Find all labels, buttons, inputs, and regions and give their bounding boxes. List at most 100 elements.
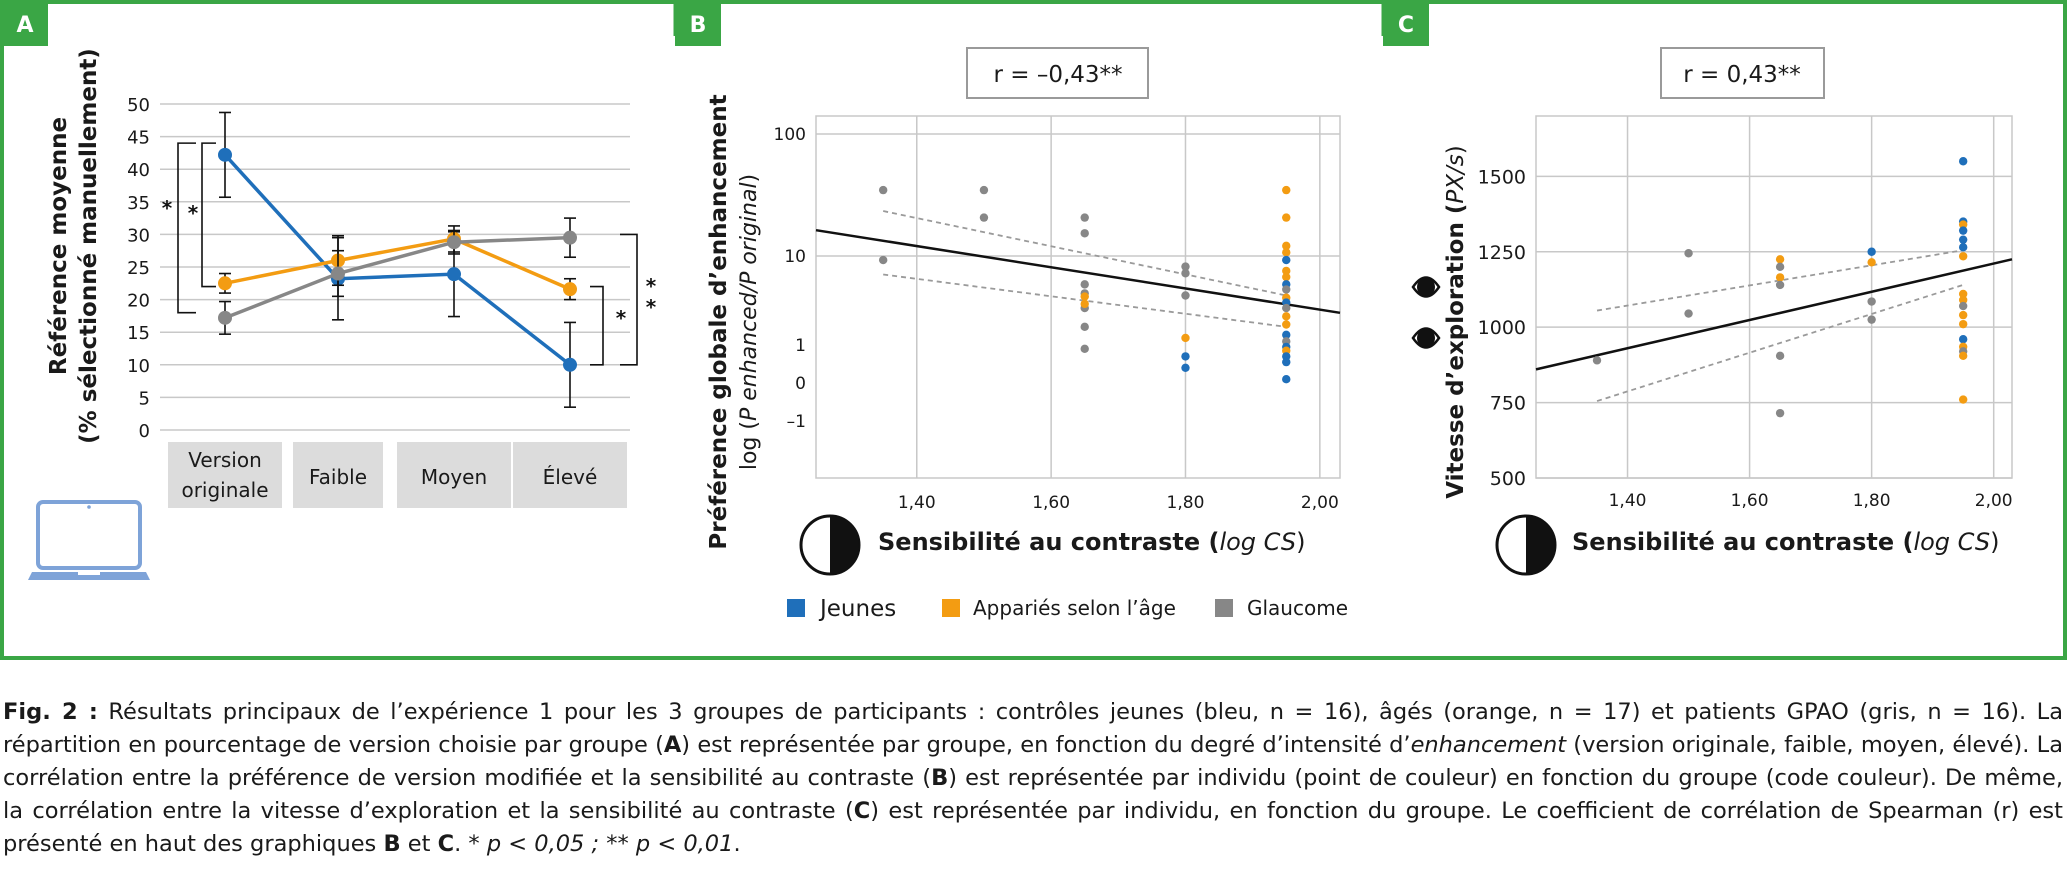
y-tick-label: 50: [127, 95, 150, 116]
point-apparies-selon-l-age: [1958, 295, 1968, 305]
laptop-icon: [28, 500, 150, 580]
legend-label-glaucome: Glaucome: [1247, 596, 1348, 620]
panel-c-gridlines: [1535, 115, 2013, 479]
category-box-moyen: [397, 442, 511, 508]
point-glaucome: [1080, 344, 1089, 353]
panel-b-points: [878, 185, 1291, 384]
caption-text-5: ) est représentée par individu, en fonct…: [3, 798, 2063, 857]
point-glaucome: [1282, 303, 1291, 313]
caption-ref-c2: C: [437, 831, 455, 857]
point-apparies-selon-l-age: [1282, 213, 1291, 222]
category-label-version-originale: Version: [188, 448, 262, 472]
y-tick-label: 0: [139, 421, 150, 442]
plot-area-border: [815, 115, 1341, 479]
caption-end: .: [733, 831, 741, 857]
x-tick-label: 1,40: [898, 493, 936, 513]
point-apparies-selon-l-age: [1958, 351, 1968, 361]
point-glaucome: [1080, 213, 1089, 222]
significance-star: *: [646, 274, 657, 298]
panel-b-r-box: [966, 47, 1149, 99]
data-point: [563, 230, 577, 245]
y-tick-label: 1000: [1478, 317, 1526, 339]
point-apparies-selon-l-age: [1958, 310, 1968, 320]
point-glaucome: [878, 185, 888, 195]
plot-area-border: [1535, 115, 2013, 479]
point-jeunes: [1958, 235, 1968, 244]
point-glaucome: [1775, 351, 1785, 361]
data-point: [447, 267, 461, 282]
point-jeunes: [1282, 375, 1291, 384]
y-tick-label: 1: [795, 336, 806, 356]
figure-caption: Fig. 2 : Résultats principaux de l’expér…: [3, 696, 2063, 861]
panel-a-ylabel-line1: Référence moyenne: [46, 117, 72, 375]
panel-c-points: [1592, 157, 1968, 418]
point-apparies-selon-l-age: [1958, 252, 1968, 261]
point-apparies-selon-l-age: [1080, 299, 1089, 309]
legend-swatch-jeunes: [787, 599, 805, 617]
eye-icon: [1411, 276, 1441, 349]
y-tick-label: 1250: [1478, 242, 1526, 264]
confidence-band-lower: [1596, 284, 1964, 402]
y-tick-label: 30: [127, 225, 150, 246]
caption-fig-label: Fig. 2 :: [3, 699, 98, 725]
panel-b-fit-lines: [815, 210, 1341, 328]
point-glaucome: [1958, 301, 1968, 311]
category-label-moyen: Moyen: [421, 465, 487, 489]
x-tick-label: 2,00: [1975, 491, 2013, 511]
data-point: [218, 310, 232, 325]
point-jeunes: [1282, 357, 1291, 367]
point-apparies-selon-l-age: [1867, 258, 1876, 267]
category-box-version-originale: [168, 442, 282, 508]
point-apparies-selon-l-age: [1958, 319, 1968, 329]
point-apparies-selon-l-age: [1775, 255, 1785, 264]
y-tick-label: 500: [1490, 468, 1526, 490]
y-tick-label: 25: [127, 258, 150, 279]
point-glaucome: [1181, 291, 1190, 300]
panel-a-label: A: [16, 13, 33, 38]
confidence-band-upper: [882, 210, 1287, 297]
significance-bracket: [177, 142, 196, 314]
point-jeunes: [1282, 255, 1291, 265]
caption-ref-c: C: [853, 798, 871, 824]
category-label-eleve: Élevé: [543, 465, 598, 489]
y-tick-label: 40: [127, 160, 150, 181]
panel-a-significance: * ****: [162, 142, 657, 366]
caption-ref-b: B: [931, 765, 949, 791]
panel-a-gridlines: [160, 103, 630, 431]
data-point: [563, 357, 577, 372]
point-apparies-selon-l-age: [1282, 241, 1291, 251]
data-point: [563, 282, 577, 297]
panel-b-gridlines: [815, 115, 1341, 479]
panel-a-category-boxes: Version originale Faible Moyen Élevé: [168, 442, 627, 508]
point-glaucome: [878, 255, 888, 265]
half-circle-contrast-icon: [1495, 514, 1557, 576]
series-apparies-line: [224, 237, 571, 291]
category-label-faible: Faible: [309, 465, 367, 489]
legend-label-apparies: Appariés selon l’âge: [973, 596, 1176, 620]
x-tick-label: 1,80: [1853, 491, 1891, 511]
significance-star: *: [162, 196, 173, 220]
point-glaucome: [1867, 297, 1876, 306]
significance-star: *: [616, 306, 627, 330]
y-tick-label: 15: [127, 323, 150, 344]
point-apparies-selon-l-age: [1181, 333, 1190, 343]
point-apparies-selon-l-age: [1282, 185, 1291, 195]
point-apparies-selon-l-age: [1282, 312, 1291, 321]
caption-pvalues: p < 0,05 ; ** p < 0,01: [486, 831, 734, 857]
point-apparies-selon-l-age: [1958, 395, 1968, 404]
significance-star: *: [646, 295, 657, 319]
point-glaucome: [1080, 280, 1089, 289]
x-tick-label: 1,40: [1609, 491, 1647, 511]
panel-b-r-annotation: r = –0,43**: [993, 62, 1122, 88]
y-tick-label: 0: [795, 374, 806, 394]
x-tick-label: 2,00: [1301, 493, 1339, 513]
point-glaucome: [1775, 262, 1785, 272]
legend-label-jeunes: Jeunes: [818, 596, 896, 622]
caption-text-2: ) est représentée par groupe, en fonctio…: [681, 732, 1411, 758]
panel-b-badge: [675, 2, 721, 46]
caption-enhancement: enhancement: [1410, 732, 1567, 758]
point-apparies-selon-l-age: [1282, 272, 1291, 282]
figure-frame: [0, 0, 2067, 660]
